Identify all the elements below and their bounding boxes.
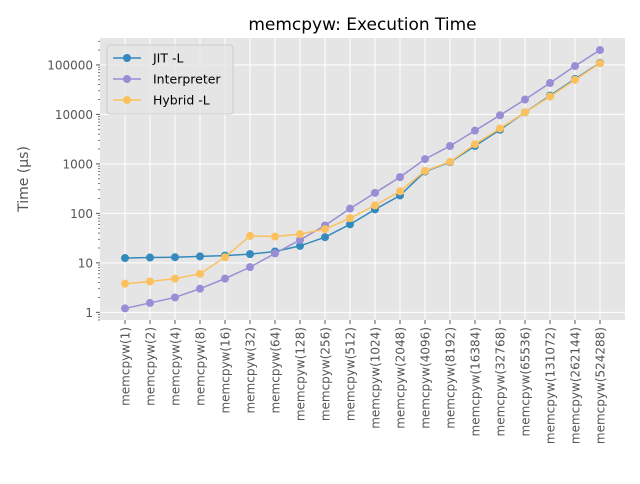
- data-point: [371, 188, 379, 197]
- data-point: [221, 253, 229, 262]
- data-point: [121, 254, 129, 263]
- series-hybrid-l: [121, 59, 604, 288]
- y-tick-label: 100: [70, 207, 93, 221]
- x-tick-label: memcpyw(32): [244, 327, 258, 414]
- data-point: [146, 253, 154, 262]
- x-tick-label: memcpyw(128): [294, 327, 308, 421]
- data-point: [196, 252, 204, 261]
- data-point: [471, 126, 479, 135]
- x-axis: memcpyw(1) memcpyw(2) memcpyw(4) memcpyw(8)…: [119, 320, 608, 444]
- data-point: [346, 220, 354, 229]
- data-point: [346, 214, 354, 223]
- x-tick-label: memcpyw(16384): [469, 327, 483, 436]
- data-point: [571, 75, 579, 84]
- series-layer: [121, 46, 604, 313]
- data-point: [171, 253, 179, 262]
- y-tick-label: 1: [85, 306, 93, 320]
- data-point: [196, 269, 204, 278]
- data-point: [596, 59, 604, 68]
- data-point: [571, 62, 579, 71]
- x-tick-label: memcpyw(4): [169, 327, 183, 406]
- x-tick-label: memcpyw(8192): [444, 327, 458, 429]
- data-point: [171, 274, 179, 283]
- x-tick-label: memcpyw(1024): [369, 327, 383, 429]
- legend-item: Interpreter: [113, 72, 221, 87]
- x-tick-label: memcpyw(512): [344, 327, 358, 421]
- x-tick-label: memcpyw(2048): [394, 327, 408, 429]
- data-point: [546, 92, 554, 101]
- data-point: [421, 166, 429, 175]
- legend-item: Hybrid -L: [113, 93, 210, 108]
- series-line: [124, 62, 601, 285]
- legend-swatch-marker: [123, 54, 131, 62]
- x-tick-label: memcpyw(4096): [419, 327, 433, 429]
- y-axis-label: Time (µs): [16, 146, 32, 213]
- data-point: [346, 204, 354, 213]
- data-point: [246, 231, 254, 240]
- data-point: [596, 46, 604, 55]
- data-point: [396, 173, 404, 182]
- y-tick-label: 10: [78, 256, 93, 270]
- data-point: [421, 155, 429, 164]
- x-tick-label: memcpyw(65536): [519, 327, 533, 436]
- data-point: [296, 230, 304, 239]
- data-point: [296, 235, 304, 244]
- x-tick-label: memcpyw(131072): [544, 327, 558, 444]
- data-point: [446, 157, 454, 166]
- legend-label: Hybrid -L: [153, 93, 210, 108]
- data-point: [521, 108, 529, 117]
- data-point: [496, 111, 504, 120]
- series-interpreter: [121, 46, 604, 313]
- data-point: [321, 225, 329, 234]
- data-point: [121, 279, 129, 288]
- legend-item: JIT -L: [113, 51, 183, 66]
- data-point: [446, 141, 454, 150]
- legend-swatch-marker: [123, 96, 131, 104]
- legend-label: JIT -L: [152, 51, 183, 66]
- data-point: [321, 233, 329, 242]
- x-tick-label: memcpyw(32768): [494, 327, 508, 436]
- legend-frame: [106, 44, 234, 115]
- data-point: [296, 241, 304, 250]
- y-tick-label: 100000: [47, 58, 93, 72]
- x-tick-label: memcpyw(16): [219, 327, 233, 414]
- data-point: [396, 187, 404, 196]
- x-tick-label: memcpyw(524288): [594, 327, 608, 444]
- legend-label: Interpreter: [153, 72, 221, 87]
- x-tick-label: memcpyw(262144): [569, 327, 583, 444]
- x-tick-label: memcpyw(2): [144, 327, 158, 406]
- x-tick-label: memcpyw(8): [194, 327, 208, 406]
- y-tick-label: 10000: [55, 108, 93, 122]
- data-point: [246, 263, 254, 272]
- data-point: [146, 277, 154, 286]
- x-tick-label: memcpyw(64): [269, 327, 283, 414]
- data-point: [196, 284, 204, 293]
- x-tick-label: memcpyw(256): [319, 327, 333, 421]
- legend: JIT -L Interpreter Hybrid -L: [106, 44, 234, 115]
- data-point: [221, 274, 229, 283]
- data-point: [171, 293, 179, 302]
- data-point: [471, 140, 479, 149]
- y-tick-label: 1000: [62, 157, 93, 171]
- data-point: [121, 304, 129, 313]
- data-point: [496, 124, 504, 133]
- data-point: [246, 250, 254, 259]
- x-tick-label: memcpyw(1): [119, 327, 133, 406]
- chart-title: memcpyw: Execution Time: [248, 15, 476, 35]
- data-point: [546, 79, 554, 88]
- series-line: [124, 49, 601, 310]
- data-point: [371, 201, 379, 210]
- legend-swatch-marker: [123, 75, 131, 83]
- y-axis: 1 10 100 1000 10000 100000: [47, 40, 100, 321]
- data-point: [271, 249, 279, 258]
- data-point: [271, 232, 279, 241]
- data-point: [521, 95, 529, 104]
- data-point: [146, 298, 154, 307]
